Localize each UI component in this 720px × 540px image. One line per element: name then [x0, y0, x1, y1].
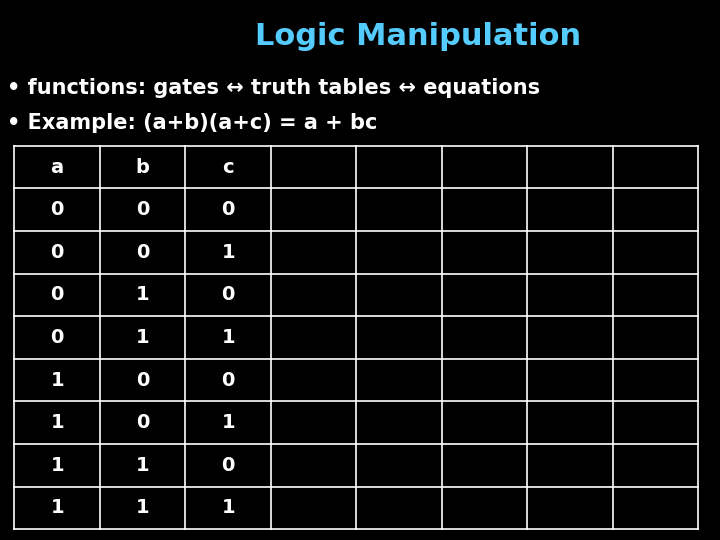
Text: 1: 1: [50, 456, 64, 475]
Text: 0: 0: [136, 370, 149, 389]
Text: 1: 1: [221, 413, 235, 432]
Text: 1: 1: [136, 328, 150, 347]
Text: • functions: gates ↔ truth tables ↔ equations: • functions: gates ↔ truth tables ↔ equa…: [7, 78, 540, 98]
Text: 0: 0: [222, 286, 235, 305]
Text: 1: 1: [50, 370, 64, 389]
Text: 0: 0: [222, 200, 235, 219]
Text: a: a: [50, 158, 63, 177]
Text: Logic Manipulation: Logic Manipulation: [255, 22, 580, 51]
Text: 0: 0: [50, 200, 64, 219]
Text: 0: 0: [50, 243, 64, 262]
Text: 1: 1: [221, 243, 235, 262]
Text: 1: 1: [136, 286, 150, 305]
Text: 0: 0: [136, 243, 149, 262]
Text: 1: 1: [221, 498, 235, 517]
Text: 1: 1: [136, 456, 150, 475]
Text: 0: 0: [50, 286, 64, 305]
Text: 1: 1: [50, 498, 64, 517]
Text: b: b: [135, 158, 150, 177]
Text: 0: 0: [222, 370, 235, 389]
Text: 0: 0: [50, 328, 64, 347]
Text: 0: 0: [136, 200, 149, 219]
Text: 1: 1: [50, 413, 64, 432]
Text: 1: 1: [136, 498, 150, 517]
Text: 0: 0: [136, 413, 149, 432]
Text: 1: 1: [221, 328, 235, 347]
Text: c: c: [222, 158, 234, 177]
Text: 0: 0: [222, 456, 235, 475]
Text: • Example: (a+b)(a+c) = a + bc: • Example: (a+b)(a+c) = a + bc: [7, 113, 377, 133]
